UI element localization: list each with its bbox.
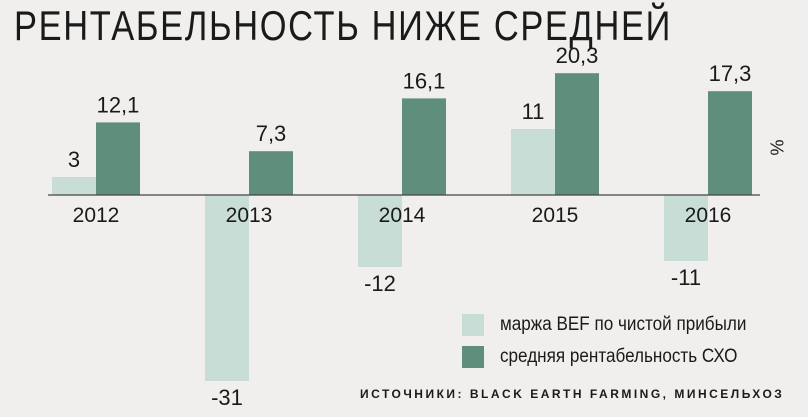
legend-item-avg-profitability: средняя рентабельность СХО — [462, 344, 774, 370]
bar-avg-profitability-2013 — [249, 151, 293, 195]
value-label-avg-profitability-2016: 17,3 — [709, 61, 752, 86]
legend-swatch-bef-margin — [462, 314, 484, 336]
bar-bef-margin-2012 — [52, 177, 96, 195]
category-label-2012: 2012 — [73, 204, 120, 227]
category-label-2015: 2015 — [532, 204, 579, 227]
value-label-avg-profitability-2012: 12,1 — [97, 92, 140, 117]
bar-avg-profitability-2014 — [402, 98, 446, 195]
legend: маржа BEF по чистой прибыли средняя рент… — [462, 312, 774, 376]
value-label-bef-margin-2013: -31 — [211, 385, 243, 410]
bar-bef-margin-2016 — [664, 195, 708, 261]
bar-bef-margin-2014 — [358, 195, 402, 267]
unit-label: % — [767, 139, 788, 156]
value-label-bef-margin-2015: 11 — [522, 99, 545, 124]
category-label-2013: 2013 — [226, 204, 273, 227]
bar-avg-profitability-2012 — [96, 122, 140, 195]
chart-title: РЕНТАБЕЛЬНОСТЬ НИЖЕ СРЕДНЕЙ — [14, 2, 673, 49]
bar-avg-profitability-2016 — [708, 91, 752, 195]
value-label-bef-margin-2016: -11 — [671, 265, 701, 290]
legend-item-bef-margin: маржа BEF по чистой прибыли — [462, 312, 774, 338]
value-label-avg-profitability-2013: 7,3 — [256, 121, 287, 146]
bar-avg-profitability-2015 — [555, 73, 599, 195]
legend-label-avg-profitability: средняя рентабельность СХО — [500, 346, 738, 367]
value-label-avg-profitability-2014: 16,1 — [403, 68, 446, 93]
legend-label-bef-margin: маржа BEF по чистой прибыли — [500, 314, 747, 335]
bar-bef-margin-2015 — [511, 129, 555, 195]
bar-bef-margin-2013 — [205, 195, 249, 381]
category-label-2014: 2014 — [379, 204, 426, 227]
value-label-bef-margin-2012: 3 — [68, 147, 80, 172]
category-label-2016: 2016 — [685, 204, 732, 227]
legend-swatch-avg-profitability — [462, 346, 484, 368]
value-label-avg-profitability-2015: 20,3 — [556, 43, 599, 68]
source-note: ИСТОЧНИКИ: BLACK EARTH FARMING, МИНСЕЛЬХ… — [360, 387, 785, 401]
value-label-bef-margin-2014: -12 — [364, 271, 396, 296]
